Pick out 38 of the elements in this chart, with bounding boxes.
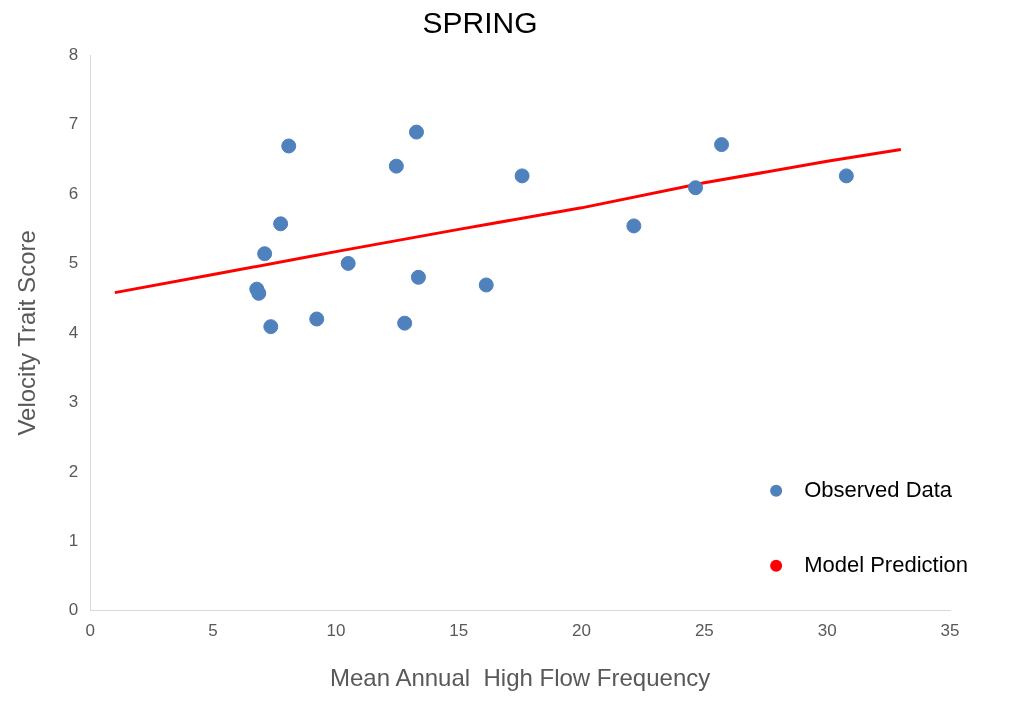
y-tick-label: 7 bbox=[68, 114, 79, 134]
point bbox=[281, 138, 297, 154]
point bbox=[714, 137, 730, 153]
point bbox=[340, 255, 356, 271]
y-tick-label: 1 bbox=[68, 531, 79, 551]
point bbox=[257, 246, 273, 262]
x-tick-label: 20 bbox=[572, 620, 591, 640]
y-tick-label: 6 bbox=[68, 183, 79, 203]
x-tick-label: 35 bbox=[940, 620, 960, 640]
point bbox=[388, 158, 404, 174]
legend-label: Model Prediction bbox=[804, 551, 969, 577]
point bbox=[838, 168, 854, 184]
y-tick-label: 8 bbox=[68, 44, 79, 64]
x-tick-label: 30 bbox=[817, 620, 837, 640]
point bbox=[514, 168, 530, 184]
point bbox=[688, 180, 704, 196]
chart-title: SPRING bbox=[422, 6, 538, 40]
point bbox=[263, 319, 279, 335]
y-tick-label: 5 bbox=[68, 253, 79, 273]
y-tick-label: 0 bbox=[68, 600, 79, 620]
y-axis-title: Velocity Trait Score bbox=[13, 230, 41, 436]
point bbox=[309, 311, 325, 327]
point bbox=[408, 124, 424, 140]
legend-label: Observed Data bbox=[804, 476, 953, 502]
x-tick-label: 15 bbox=[449, 620, 469, 640]
x-tick-label: 25 bbox=[694, 620, 714, 640]
x-tick-label: 10 bbox=[326, 620, 346, 640]
point bbox=[397, 315, 413, 331]
point bbox=[478, 277, 494, 293]
y-tick-label: 3 bbox=[68, 392, 79, 412]
point bbox=[273, 216, 289, 232]
x-tick-label: 0 bbox=[85, 620, 95, 640]
x-axis-title: Mean Annual High Flow Frequency bbox=[330, 664, 711, 692]
x-tick-label: 5 bbox=[208, 620, 218, 640]
y-tick-label: 4 bbox=[68, 322, 79, 342]
point bbox=[410, 269, 426, 285]
point bbox=[626, 218, 642, 234]
y-tick-label: 2 bbox=[68, 461, 79, 481]
